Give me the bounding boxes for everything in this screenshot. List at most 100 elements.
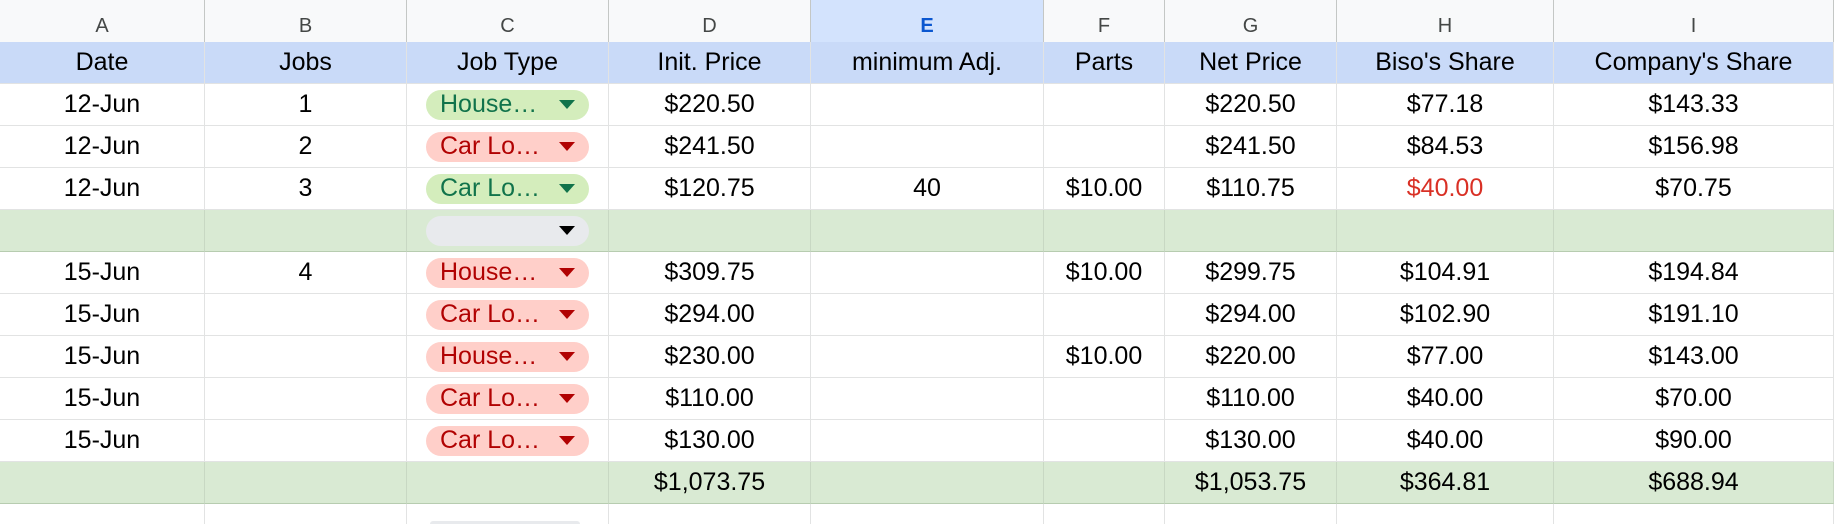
dropdown-arrow-icon[interactable] — [559, 226, 575, 235]
minimum-adj-cell[interactable] — [811, 336, 1044, 378]
parts-cell[interactable] — [1044, 294, 1165, 336]
job-type-dropdown-chip[interactable]: Car Lo… — [426, 425, 589, 456]
minimum-adj-cell[interactable] — [811, 84, 1044, 126]
biso-share-cell[interactable] — [1337, 504, 1554, 524]
parts-cell[interactable] — [1044, 126, 1165, 168]
biso-share-cell[interactable]: $84.53 — [1337, 126, 1554, 168]
minimum-adj-cell[interactable] — [811, 378, 1044, 420]
biso-share-cell[interactable]: $104.91 — [1337, 252, 1554, 294]
jobs-cell[interactable]: 1 — [205, 84, 407, 126]
init-price-cell[interactable]: $230.00 — [609, 336, 811, 378]
header-net-price[interactable]: Net Price — [1165, 42, 1337, 84]
job-type-cell[interactable]: Car Lo… — [407, 378, 609, 420]
job-type-dropdown-chip[interactable]: Car Lo… — [426, 383, 589, 414]
date-cell[interactable]: 12-Jun — [0, 126, 205, 168]
job-type-cell[interactable]: Car Lo… — [407, 168, 609, 210]
minimum-adj-cell[interactable] — [811, 252, 1044, 294]
parts-cell[interactable]: $10.00 — [1044, 336, 1165, 378]
job-type-dropdown-chip-partial[interactable] — [430, 521, 580, 524]
parts-cell[interactable] — [1044, 378, 1165, 420]
jobs-cell[interactable] — [205, 462, 407, 504]
net-price-cell[interactable]: $220.00 — [1165, 336, 1337, 378]
total-biso-share-cell[interactable]: $364.81 — [1337, 462, 1554, 504]
date-cell[interactable]: 15-Jun — [0, 378, 205, 420]
header-jobs[interactable]: Jobs — [205, 42, 407, 84]
net-price-cell[interactable] — [1165, 210, 1337, 252]
job-type-cell[interactable]: House… — [407, 252, 609, 294]
minimum-adj-cell[interactable] — [811, 420, 1044, 462]
dropdown-arrow-icon[interactable] — [559, 310, 575, 319]
minimum-adj-cell[interactable] — [811, 126, 1044, 168]
dropdown-arrow-icon[interactable] — [559, 436, 575, 445]
minimum-adj-cell[interactable] — [811, 462, 1044, 504]
jobs-cell[interactable]: 4 — [205, 252, 407, 294]
company-share-cell[interactable]: $143.33 — [1554, 84, 1834, 126]
total-company-share-cell[interactable]: $688.94 — [1554, 462, 1834, 504]
date-cell[interactable] — [0, 462, 205, 504]
init-price-cell[interactable]: $220.50 — [609, 84, 811, 126]
jobs-cell[interactable] — [205, 294, 407, 336]
net-price-cell[interactable]: $220.50 — [1165, 84, 1337, 126]
net-price-cell[interactable]: $110.75 — [1165, 168, 1337, 210]
dropdown-arrow-icon[interactable] — [559, 142, 575, 151]
net-price-cell[interactable]: $241.50 — [1165, 126, 1337, 168]
job-type-cell[interactable]: Car Lo… — [407, 294, 609, 336]
init-price-cell[interactable]: $241.50 — [609, 126, 811, 168]
job-type-dropdown-chip[interactable] — [426, 215, 589, 246]
biso-share-cell[interactable]: $40.00 — [1337, 420, 1554, 462]
init-price-cell[interactable] — [609, 504, 811, 524]
header-company-share[interactable]: Company's Share — [1554, 42, 1834, 84]
company-share-cell[interactable]: $194.84 — [1554, 252, 1834, 294]
minimum-adj-cell[interactable] — [811, 504, 1044, 524]
biso-share-cell[interactable]: $77.18 — [1337, 84, 1554, 126]
job-type-cell[interactable] — [407, 462, 609, 504]
date-cell[interactable]: 15-Jun — [0, 420, 205, 462]
company-share-cell[interactable]: $70.00 — [1554, 378, 1834, 420]
job-type-cell[interactable]: House… — [407, 84, 609, 126]
job-type-dropdown-chip[interactable]: House… — [426, 257, 589, 288]
jobs-cell[interactable] — [205, 210, 407, 252]
net-price-cell[interactable]: $130.00 — [1165, 420, 1337, 462]
job-type-dropdown-chip[interactable]: Car Lo… — [426, 299, 589, 330]
date-cell[interactable]: 15-Jun — [0, 294, 205, 336]
company-share-cell[interactable]: $191.10 — [1554, 294, 1834, 336]
date-cell[interactable] — [0, 210, 205, 252]
header-job-type[interactable]: Job Type — [407, 42, 609, 84]
biso-share-cell[interactable]: $40.00 — [1337, 378, 1554, 420]
total-net-price-cell[interactable]: $1,053.75 — [1165, 462, 1337, 504]
minimum-adj-cell[interactable]: 40 — [811, 168, 1044, 210]
company-share-cell[interactable] — [1554, 210, 1834, 252]
job-type-cell[interactable]: Car Lo… — [407, 126, 609, 168]
job-type-dropdown-chip[interactable]: House… — [426, 89, 589, 120]
dropdown-arrow-icon[interactable] — [559, 268, 575, 277]
init-price-cell[interactable]: $130.00 — [609, 420, 811, 462]
init-price-cell[interactable]: $120.75 — [609, 168, 811, 210]
jobs-cell[interactable] — [205, 378, 407, 420]
net-price-cell[interactable]: $294.00 — [1165, 294, 1337, 336]
parts-cell[interactable] — [1044, 210, 1165, 252]
dropdown-arrow-icon[interactable] — [559, 352, 575, 361]
job-type-dropdown-chip[interactable]: House… — [426, 341, 589, 372]
minimum-adj-cell[interactable] — [811, 210, 1044, 252]
company-share-cell[interactable]: $90.00 — [1554, 420, 1834, 462]
job-type-cell[interactable] — [407, 504, 609, 524]
header-biso-share[interactable]: Biso's Share — [1337, 42, 1554, 84]
biso-share-cell[interactable]: $40.00 — [1337, 168, 1554, 210]
job-type-cell[interactable]: House… — [407, 336, 609, 378]
job-type-dropdown-chip[interactable]: Car Lo… — [426, 173, 589, 204]
company-share-cell[interactable]: $156.98 — [1554, 126, 1834, 168]
minimum-adj-cell[interactable] — [811, 294, 1044, 336]
parts-cell[interactable] — [1044, 504, 1165, 524]
header-init-price[interactable]: Init. Price — [609, 42, 811, 84]
init-price-cell[interactable]: $294.00 — [609, 294, 811, 336]
parts-cell[interactable]: $10.00 — [1044, 252, 1165, 294]
header-date[interactable]: Date — [0, 42, 205, 84]
net-price-cell[interactable]: $110.00 — [1165, 378, 1337, 420]
company-share-cell[interactable] — [1554, 504, 1834, 524]
parts-cell[interactable] — [1044, 420, 1165, 462]
parts-cell[interactable] — [1044, 462, 1165, 504]
company-share-cell[interactable]: $143.00 — [1554, 336, 1834, 378]
net-price-cell[interactable]: $299.75 — [1165, 252, 1337, 294]
biso-share-cell[interactable]: $77.00 — [1337, 336, 1554, 378]
dropdown-arrow-icon[interactable] — [559, 100, 575, 109]
